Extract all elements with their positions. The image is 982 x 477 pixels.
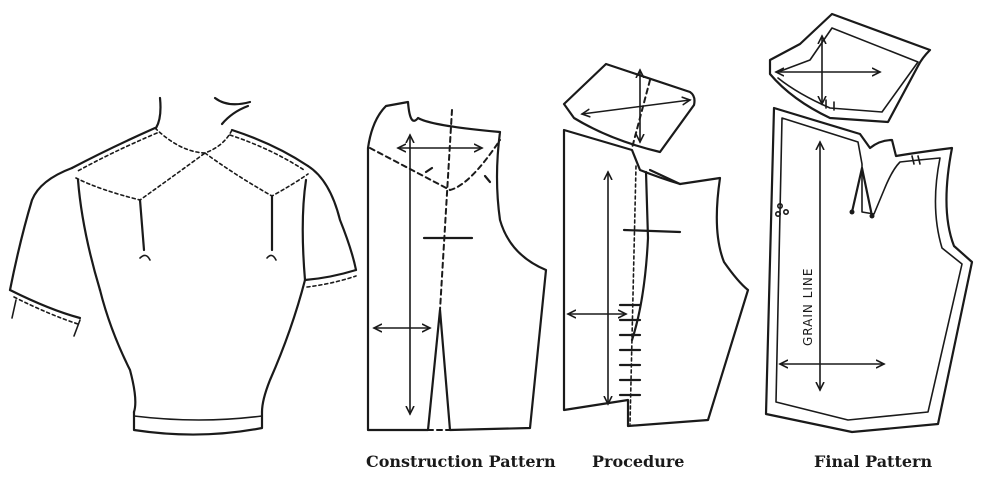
procedure-pattern [562,62,750,428]
caption-procedure: Procedure [592,452,684,471]
final-pattern [764,12,974,434]
grain-line-label: GRAIN LINE [801,268,815,346]
blouse-sketch [8,96,358,436]
construction-pattern [366,100,548,432]
caption-construction-pattern: Construction Pattern [366,452,556,471]
caption-final-pattern: Final Pattern [814,452,932,471]
